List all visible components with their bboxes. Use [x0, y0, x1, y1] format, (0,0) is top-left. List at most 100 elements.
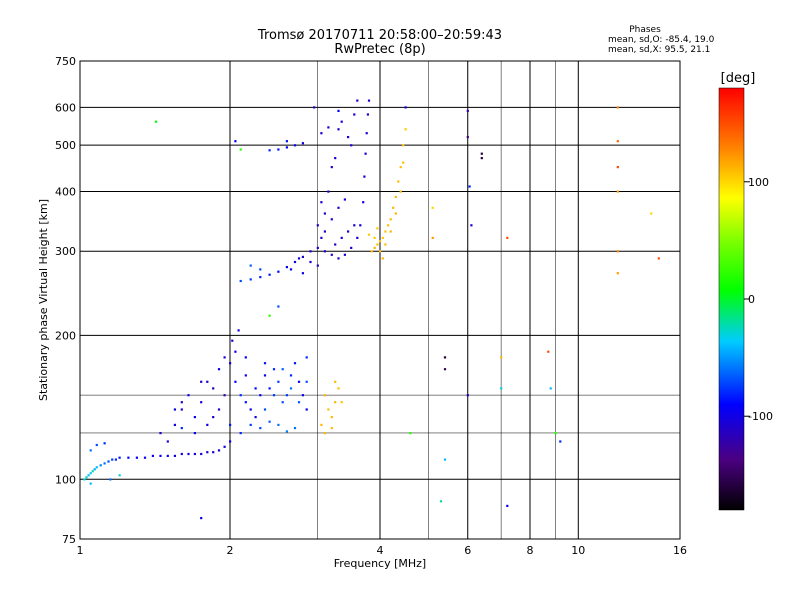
echo-point — [272, 394, 276, 397]
echo-point — [468, 185, 471, 188]
echo-point — [320, 236, 323, 239]
echo-point — [281, 368, 284, 371]
echo-point — [409, 432, 412, 435]
echo-point — [384, 230, 387, 233]
echo-point — [327, 126, 330, 129]
echo-point — [364, 152, 367, 155]
colorbar-ticks: 100 0 -100 — [744, 176, 773, 423]
echo-point — [330, 166, 333, 169]
echo-point — [259, 268, 262, 271]
y-axis-label: Stationary phase Virtual Height [km] — [37, 199, 50, 401]
colorbar-tick-label: 0 — [748, 293, 755, 306]
phases-title: Phases — [629, 25, 661, 35]
echo-point — [616, 250, 619, 253]
echo-point — [234, 140, 237, 143]
echo-point — [616, 140, 619, 143]
chart-subtitle: RwPretec (8p) — [334, 42, 425, 57]
echo-points — [83, 99, 660, 520]
echo-point — [309, 260, 312, 264]
echo-point — [399, 190, 402, 193]
echo-point — [443, 368, 447, 371]
echo-point — [217, 408, 221, 411]
echo-point — [229, 440, 232, 443]
echo-point — [343, 198, 346, 201]
echo-point — [330, 253, 333, 256]
echo-point — [387, 224, 390, 227]
echo-point — [223, 356, 226, 359]
echo-point — [650, 212, 653, 215]
echo-point — [347, 136, 350, 139]
echo-point — [281, 401, 284, 404]
echo-point — [234, 380, 237, 383]
echo-point — [268, 420, 271, 423]
echo-point — [212, 387, 215, 390]
echo-point — [350, 246, 353, 249]
echo-point — [327, 190, 330, 193]
echo-point — [200, 452, 203, 456]
plot-frame — [79, 60, 681, 540]
echo-point — [366, 113, 369, 116]
echo-point — [293, 427, 297, 430]
y-tick-label: 300 — [55, 245, 76, 258]
echo-point — [340, 120, 343, 123]
echo-point — [231, 339, 234, 342]
echo-point — [389, 218, 392, 221]
echo-point — [109, 478, 112, 481]
echo-point — [392, 206, 395, 209]
y-tick-label: 100 — [55, 473, 76, 486]
echo-point — [114, 458, 117, 461]
echo-point — [234, 350, 237, 353]
echo-point — [103, 462, 106, 465]
echo-point — [229, 423, 232, 426]
echo-point — [285, 140, 288, 143]
echo-point — [293, 362, 297, 365]
echo-point — [337, 257, 340, 260]
echo-point — [237, 329, 240, 332]
echo-point — [379, 250, 382, 253]
echo-point — [466, 109, 469, 112]
echo-point — [334, 380, 337, 383]
echo-point — [480, 157, 483, 160]
echo-point — [217, 368, 221, 371]
echo-point — [206, 380, 209, 383]
echo-point — [180, 452, 183, 456]
echo-point — [244, 401, 247, 404]
echo-point — [263, 408, 267, 411]
echo-point — [85, 476, 88, 479]
y-tick-label: 75 — [62, 533, 76, 546]
echo-point — [244, 356, 247, 359]
echo-point — [297, 257, 301, 260]
echo-point — [277, 270, 280, 273]
x-tick-label: 2 — [227, 544, 234, 557]
echo-point — [212, 416, 215, 419]
echo-point — [212, 451, 215, 454]
echo-point — [223, 445, 226, 448]
echo-point — [301, 272, 304, 275]
echo-point — [394, 195, 397, 198]
echo-point — [249, 423, 252, 426]
echo-point — [305, 408, 308, 411]
echo-point — [91, 470, 94, 473]
echo-point — [249, 278, 252, 281]
echo-point — [180, 408, 183, 411]
echo-point — [187, 394, 190, 397]
phases-x-mode: mean, sd,X: 95.5, 21.1 — [608, 45, 710, 55]
echo-point — [466, 394, 469, 397]
colorbar — [718, 87, 745, 511]
echo-point — [376, 243, 379, 246]
echo-point — [277, 305, 280, 308]
echo-point — [277, 423, 280, 426]
colorbar-label: [deg] — [721, 71, 756, 86]
echo-point — [350, 144, 353, 147]
echo-point — [259, 276, 262, 279]
echo-point — [173, 408, 176, 411]
echo-point — [159, 432, 162, 435]
echo-point — [376, 227, 379, 230]
echo-point — [166, 440, 169, 443]
echo-point — [365, 132, 368, 135]
echo-point — [381, 236, 384, 239]
echo-point — [500, 356, 503, 359]
echo-point — [89, 449, 92, 452]
echo-point — [402, 144, 405, 147]
